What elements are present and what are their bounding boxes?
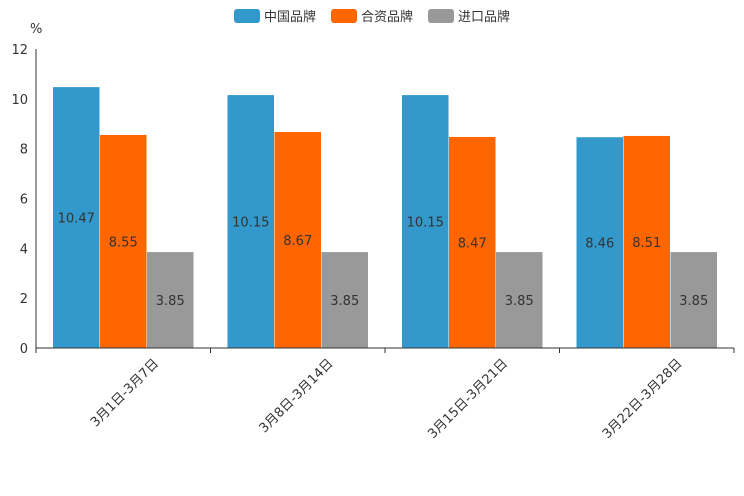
- bar-1-4[interactable]: [576, 137, 624, 348]
- y-tick-label: 4: [20, 242, 28, 257]
- y-tick-label: 0: [20, 342, 28, 357]
- bar-2-3[interactable]: [449, 136, 496, 348]
- data-label-1-4: 8.46: [585, 237, 614, 252]
- bar-2-2[interactable]: [274, 131, 322, 348]
- bar-2-4[interactable]: [623, 135, 671, 348]
- bar-1-3[interactable]: [402, 95, 449, 349]
- y-tick-label: 6: [20, 193, 28, 208]
- data-label-3-2: 3.85: [330, 294, 359, 309]
- y-tick-label: 8: [20, 143, 28, 158]
- y-tick-label: 2: [20, 292, 28, 307]
- bar-2-1[interactable]: [100, 134, 147, 348]
- legend-swatch-1[interactable]: [234, 9, 260, 23]
- data-label-3-1: 3.85: [156, 294, 185, 309]
- data-label-2-3: 8.47: [458, 236, 487, 251]
- legend-label-3[interactable]: 进口品牌: [458, 9, 510, 25]
- bars: 10.47 8.55 3.85 10.15 8.67 3.85 10.15 8.47 3.85 8…: [53, 87, 718, 349]
- data-label-2-4: 8.51: [632, 236, 661, 251]
- data-label-1-3: 10.15: [407, 216, 444, 231]
- legend-label-2[interactable]: 合资品牌: [361, 9, 413, 25]
- legend-swatch-3[interactable]: [428, 9, 454, 23]
- data-label-3-3: 3.85: [505, 294, 534, 309]
- y-tick-label: 10: [11, 93, 28, 108]
- y-tick-label: 12: [11, 43, 28, 58]
- x-tick-label: 3月15日-3月21日: [425, 356, 511, 442]
- x-tick-label: 3月1日-3月7日: [88, 356, 162, 430]
- y-axis: 0 2 4 6 8 10 12: [11, 43, 37, 357]
- legend-swatch-2[interactable]: [331, 9, 357, 23]
- x-tick-label: 3月8日-3月14日: [257, 356, 337, 436]
- y-axis-unit-label: %: [30, 22, 42, 37]
- data-label-1-1: 10.47: [58, 212, 95, 227]
- bar-1-2[interactable]: [227, 95, 275, 349]
- legend: 中国品牌 合资品牌 进口品牌: [234, 9, 510, 25]
- bar-3-1[interactable]: [147, 252, 194, 348]
- bar-3-3[interactable]: [496, 252, 543, 348]
- bar-1-1[interactable]: [53, 87, 100, 348]
- x-axis: 3月1日-3月7日 3月8日-3月14日 3月15日-3月21日 3月22日-3月28…: [35, 347, 735, 442]
- data-label-2-1: 8.55: [109, 235, 138, 250]
- bar-3-2[interactable]: [321, 252, 369, 348]
- bar-3-4[interactable]: [670, 252, 718, 348]
- data-label-3-4: 3.85: [679, 294, 708, 309]
- data-label-1-2: 10.15: [232, 216, 269, 231]
- legend-label-1[interactable]: 中国品牌: [264, 9, 316, 25]
- data-label-2-2: 8.67: [283, 234, 312, 249]
- x-tick-label: 3月22日-3月28日: [600, 356, 686, 442]
